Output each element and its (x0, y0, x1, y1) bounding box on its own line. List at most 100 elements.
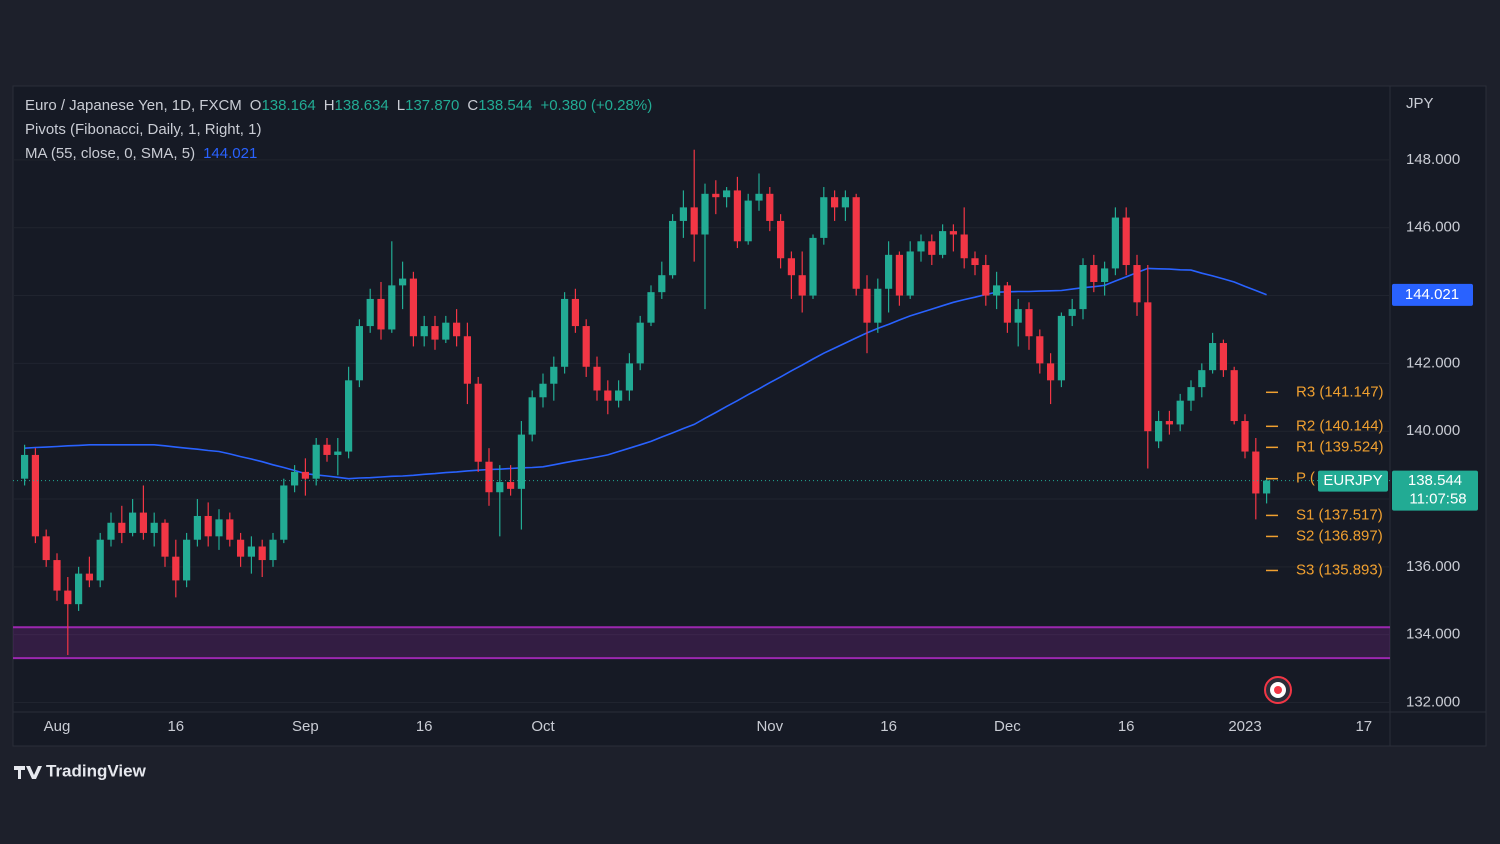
candle-body (1014, 309, 1022, 323)
ohlc-value: 137.870 (405, 97, 459, 114)
candle-body (172, 556, 180, 581)
candle-body (431, 326, 439, 340)
candle-body (226, 519, 234, 540)
pivot-label: S3 (135.893) (1296, 561, 1383, 578)
candle-body (312, 444, 320, 479)
candle-body (1036, 336, 1044, 364)
candle-body (1090, 265, 1098, 282)
x-tick-label: 16 (167, 718, 184, 735)
candle-body (917, 241, 925, 252)
candle-body (129, 512, 137, 533)
candle-body (669, 220, 677, 276)
y-tick-label: 140.000 (1406, 422, 1460, 439)
candle-body (31, 454, 39, 537)
y-tick-label: 142.000 (1406, 354, 1460, 371)
candle-body (755, 193, 763, 201)
candle-body (1025, 309, 1033, 337)
countdown: 11:07:58 (1409, 491, 1466, 508)
candle-body (42, 536, 50, 561)
candle-body (1101, 268, 1109, 282)
x-tick-label: 17 (1355, 718, 1372, 735)
candle-body (993, 285, 1001, 296)
candle-body (247, 546, 255, 557)
ohlc-value: 138.634 (335, 97, 389, 114)
candle-body (863, 288, 871, 323)
candle-body (1155, 421, 1163, 442)
ma-label: MA (55, close, 0, SMA, 5) (25, 145, 195, 162)
candle-body (507, 482, 515, 489)
candle-body (820, 197, 828, 238)
candle-body (409, 278, 417, 337)
candle-body (291, 471, 299, 486)
alert-dot (1274, 686, 1282, 694)
candle-body (777, 220, 785, 259)
candle-body (183, 539, 191, 581)
y-tick-label: 132.000 (1406, 693, 1460, 710)
candle-body (831, 197, 839, 208)
candle-body (96, 539, 104, 581)
brand-name: TradingView (46, 761, 147, 780)
candle-body (453, 322, 461, 337)
candle-body (53, 560, 61, 591)
ma-line (24, 267, 1267, 480)
candle-body (1003, 285, 1011, 323)
candle-body (809, 237, 817, 296)
currency: JPY (1406, 95, 1434, 112)
candle-body (334, 451, 342, 455)
candle-body (625, 363, 633, 391)
candle-body (798, 275, 806, 296)
candle-body (193, 515, 201, 540)
chart-panel (12, 85, 1487, 747)
symbol-title: Euro / Japanese Yen, 1D, FXCM (25, 97, 242, 114)
candle-body (75, 573, 83, 605)
zone (13, 627, 1390, 659)
pivot-label: R3 (141.147) (1296, 383, 1384, 400)
ohlc-key: L (397, 97, 405, 114)
candle-body (712, 193, 720, 198)
candle-body (928, 241, 936, 255)
candle-body (1057, 315, 1065, 381)
candle-body (744, 200, 752, 242)
candle-body (1176, 400, 1184, 425)
candle-body (895, 254, 903, 296)
candle-body (345, 380, 353, 452)
candle-body (1144, 302, 1152, 432)
x-tick-label: Nov (756, 718, 783, 735)
candle-body (1122, 217, 1130, 266)
candle-body (355, 326, 363, 381)
candle-body (420, 326, 428, 337)
candle-body (604, 390, 612, 401)
candle-body (787, 258, 795, 276)
ma-legend: MA (55, close, 0, SMA, 5) 144.021 (25, 145, 257, 162)
candle-body (906, 251, 914, 296)
candle-body (615, 390, 623, 401)
candle-body (107, 522, 115, 540)
x-tick-label: 16 (880, 718, 897, 735)
candle-body (1079, 265, 1087, 310)
candle-body (1198, 370, 1206, 388)
pivot-label: P ( (1296, 470, 1315, 487)
candle-body (1241, 421, 1249, 452)
ohlc-value: 138.544 (478, 97, 532, 114)
candle-body (1047, 363, 1055, 381)
pivot-label: R1 (139.524) (1296, 438, 1384, 455)
candle-body (528, 397, 536, 435)
candle-body (852, 197, 860, 289)
candle-body (517, 434, 525, 489)
brand: TradingView (14, 761, 147, 780)
candle-body (474, 383, 482, 462)
candle-body (463, 336, 471, 384)
candle-body (485, 461, 493, 493)
x-tick-label: Oct (531, 718, 555, 735)
y-tick-label: 136.000 (1406, 558, 1460, 575)
candle-body (571, 298, 579, 327)
ohlc-key: H (324, 97, 335, 114)
candle-body (647, 292, 655, 323)
candle-body (939, 231, 947, 255)
candle-body (280, 485, 288, 540)
candle-body (1209, 343, 1217, 371)
candle-body (960, 234, 968, 259)
candle-body (442, 322, 450, 340)
